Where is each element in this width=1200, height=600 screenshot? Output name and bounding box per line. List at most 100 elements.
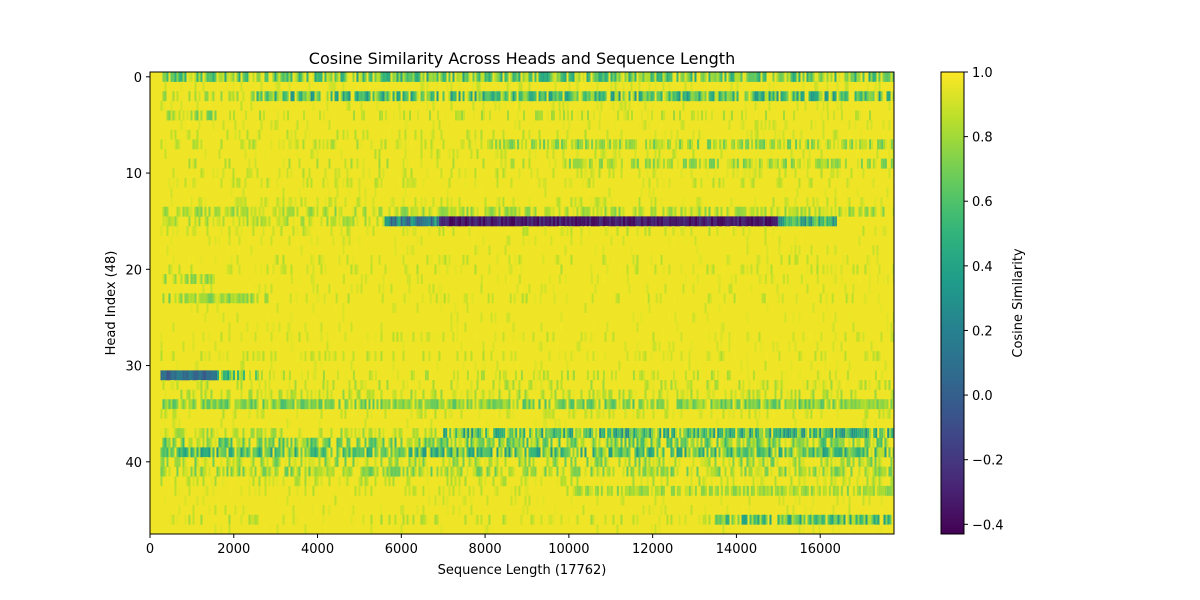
heatmap-cell: [214, 293, 217, 304]
heatmap-cell: [710, 370, 713, 381]
heatmap-cell: [338, 399, 341, 410]
heatmap-cell: [670, 206, 673, 217]
heatmap-cell: [832, 447, 835, 458]
heatmap-cell: [364, 216, 367, 227]
heatmap-cell: [188, 158, 191, 169]
heatmap-cell: [460, 206, 463, 217]
heatmap-cell: [580, 389, 583, 400]
heatmap-cell: [526, 399, 529, 410]
heatmap-cell: [774, 380, 777, 390]
heatmap-cell: [850, 447, 853, 458]
heatmap-cell: [236, 197, 239, 208]
heatmap-cell: [166, 428, 169, 439]
heatmap-cell: [414, 72, 417, 82]
heatmap-cell: [778, 177, 781, 188]
heatmap-row-40: [160, 457, 893, 467]
heatmap-cell: [718, 399, 721, 410]
heatmap-cell: [586, 120, 589, 131]
heatmap-cell: [888, 72, 891, 82]
heatmap-cell: [612, 399, 615, 410]
heatmap-cell: [224, 158, 227, 169]
heatmap-cell: [266, 293, 269, 304]
heatmap-cell: [618, 149, 621, 159]
heatmap-cell: [680, 389, 683, 400]
heatmap-cell: [346, 447, 349, 458]
heatmap-cell: [294, 447, 297, 458]
heatmap-cell: [518, 447, 521, 458]
heatmap-cell: [424, 216, 427, 227]
heatmap-cell: [579, 428, 582, 439]
heatmap-cell: [596, 81, 599, 92]
heatmap-cell: [282, 437, 285, 448]
heatmap-cell: [304, 457, 307, 467]
heatmap-cell: [272, 457, 275, 467]
heatmap-cell: [290, 341, 293, 352]
heatmap-cell: [836, 360, 839, 371]
heatmap-cell: [498, 91, 501, 102]
heatmap-cell: [642, 91, 645, 102]
heatmap-cell: [392, 197, 395, 208]
heatmap-cell: [252, 447, 255, 458]
heatmap-cell: [498, 399, 501, 410]
heatmap-cell: [832, 437, 835, 448]
heatmap-cell: [414, 216, 417, 227]
heatmap-cell: [562, 120, 565, 131]
heatmap-cell: [524, 177, 527, 188]
heatmap-cell: [762, 129, 765, 140]
heatmap-cell: [882, 120, 885, 131]
heatmap-cell: [740, 457, 743, 467]
heatmap-cell: [872, 158, 875, 169]
heatmap-cell: [580, 168, 583, 179]
heatmap-cell: [380, 206, 383, 217]
heatmap-cell: [833, 139, 836, 150]
heatmap-cell: [474, 457, 477, 467]
heatmap-cell: [800, 437, 803, 448]
heatmap-cell: [696, 206, 699, 217]
heatmap-cell: [228, 293, 231, 304]
chart-title: Cosine Similarity Across Heads and Seque…: [309, 49, 735, 68]
heatmap-cell: [888, 408, 891, 419]
heatmap-cell: [436, 158, 439, 169]
heatmap-cell: [524, 72, 527, 82]
heatmap-cell: [376, 399, 379, 410]
heatmap-cell: [585, 216, 588, 227]
heatmap-cell: [166, 216, 169, 227]
heatmap-cell: [334, 197, 337, 208]
heatmap-cell: [586, 399, 589, 410]
heatmap-cell: [280, 341, 283, 352]
heatmap-cell: [731, 110, 734, 121]
heatmap-cell: [594, 177, 597, 188]
heatmap-cell: [241, 370, 244, 381]
heatmap-cell: [202, 428, 205, 439]
heatmap-cell: [286, 216, 289, 227]
heatmap-cell: [306, 206, 309, 217]
heatmap-cell: [330, 341, 333, 352]
heatmap-cell: [866, 81, 869, 92]
heatmap-cell: [498, 370, 501, 381]
heatmap-cell: [728, 206, 731, 217]
heatmap-cell: [290, 72, 293, 82]
heatmap-cell: [890, 399, 893, 410]
heatmap-cell: [290, 389, 293, 400]
heatmap-cell: [558, 264, 561, 275]
heatmap-cell: [679, 110, 682, 121]
heatmap-cell: [790, 72, 793, 82]
heatmap-cell: [657, 139, 660, 150]
heatmap-cell: [214, 370, 217, 381]
heatmap-cell: [445, 216, 448, 227]
heatmap-cell: [542, 389, 545, 400]
heatmap-cell: [264, 293, 267, 304]
heatmap-cell: [655, 293, 658, 304]
heatmap-cell: [830, 437, 833, 448]
heatmap-cell: [564, 418, 567, 429]
heatmap-cell: [286, 72, 289, 82]
heatmap-cell: [754, 100, 757, 111]
heatmap-cell: [470, 399, 473, 410]
heatmap-cell: [394, 139, 397, 150]
heatmap-cell: [336, 72, 339, 82]
heatmap-cell: [456, 351, 459, 362]
heatmap-cell: [182, 437, 185, 448]
heatmap-cell: [456, 399, 459, 410]
heatmap-cell: [304, 447, 307, 458]
heatmap-cell: [632, 206, 635, 217]
